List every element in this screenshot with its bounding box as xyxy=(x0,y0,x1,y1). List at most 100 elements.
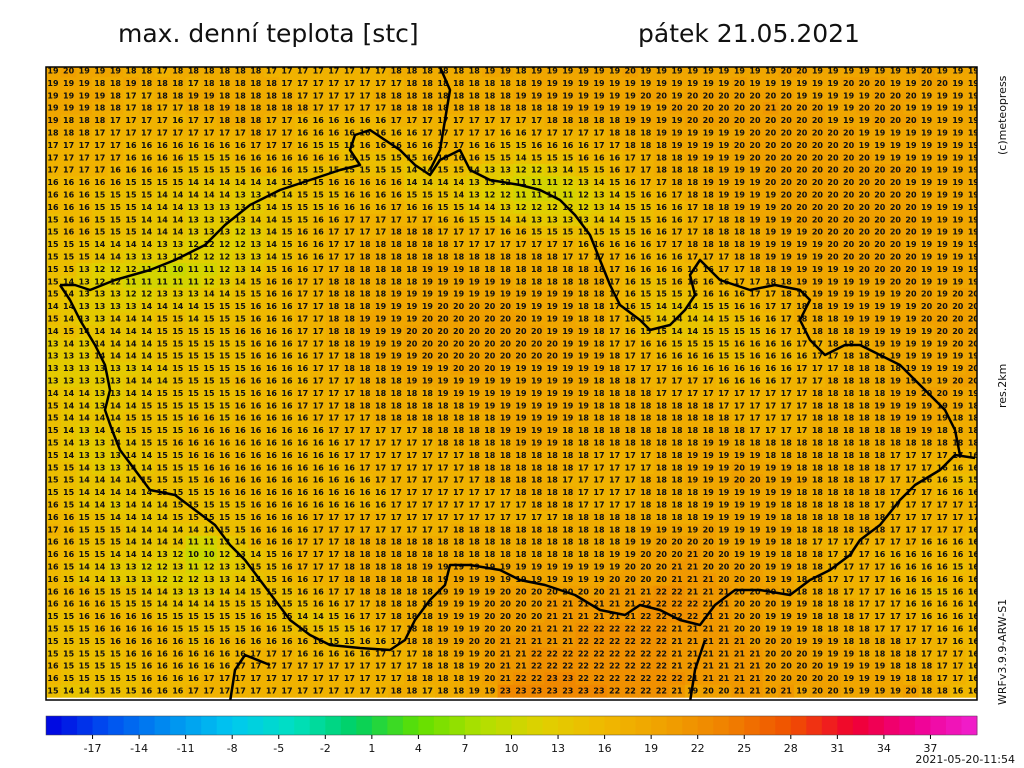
cell-value: 19 xyxy=(469,277,481,286)
cell-value: 17 xyxy=(94,141,105,150)
cell-value: 19 xyxy=(578,401,590,410)
cell-value: 19 xyxy=(500,401,512,410)
cell-value: 17 xyxy=(344,228,355,237)
cell-value: 19 xyxy=(562,104,574,113)
cell-value: 19 xyxy=(718,67,730,76)
cell-value: 19 xyxy=(609,91,621,100)
cell-value: 17 xyxy=(781,426,792,435)
cell-value: 18 xyxy=(359,240,371,249)
cell-value: 18 xyxy=(453,253,465,262)
cell-value: 18 xyxy=(671,426,683,435)
cell xyxy=(76,102,93,115)
cell-value: 16 xyxy=(437,215,449,224)
cell-value: 18 xyxy=(515,79,527,88)
cell-value: 16 xyxy=(235,401,247,410)
cell-value: 17 xyxy=(640,153,651,162)
cell-value: 16 xyxy=(266,401,278,410)
cell xyxy=(185,77,202,91)
cell-value: 14 xyxy=(609,203,621,212)
cell-value: 16 xyxy=(625,178,637,187)
cell-value: 15 xyxy=(469,215,481,224)
cell-value: 19 xyxy=(859,91,871,100)
cell-value: 20 xyxy=(765,141,777,150)
cell-value: 19 xyxy=(921,426,933,435)
cell-value: 18 xyxy=(874,451,886,460)
cell xyxy=(560,139,577,153)
cell-value: 18 xyxy=(437,426,449,435)
cell-value: 12 xyxy=(531,166,542,175)
cell-value: 15 xyxy=(203,401,215,410)
cell xyxy=(950,77,967,91)
cell-value: 14 xyxy=(63,315,75,324)
cell-value: 18 xyxy=(734,253,746,262)
cell-value: 17 xyxy=(328,414,339,423)
cell-value: 17 xyxy=(313,327,324,336)
cell-value: 16 xyxy=(531,141,543,150)
cell-value: 18 xyxy=(843,377,855,386)
cell-value: 20 xyxy=(890,166,902,175)
cell-value: 14 xyxy=(281,191,293,200)
cell-value: 18 xyxy=(562,277,574,286)
cell-value: 13 xyxy=(157,240,168,249)
cell xyxy=(638,102,655,115)
cell-value: 14 xyxy=(266,253,278,262)
cell-value: 18 xyxy=(843,451,855,460)
cell xyxy=(872,67,889,78)
cell xyxy=(341,114,358,128)
cell-value: 20 xyxy=(781,153,793,162)
cell-value: 17 xyxy=(656,364,667,373)
cell-value: 18 xyxy=(843,389,855,398)
cell-value: 15 xyxy=(687,339,699,348)
cell-value: 14 xyxy=(79,414,91,423)
cell-value: 16 xyxy=(219,439,231,448)
cell-value: 11 xyxy=(515,191,527,200)
cell-value: 20 xyxy=(905,215,917,224)
cell-value: 20 xyxy=(843,191,855,200)
cell-value: 20 xyxy=(484,352,496,361)
cell-value: 16 xyxy=(765,339,777,348)
cell-value: 14 xyxy=(125,339,137,348)
cell xyxy=(482,114,499,128)
cell-value: 15 xyxy=(313,141,325,150)
cell-value: 18 xyxy=(391,265,403,274)
cell-value: 15 xyxy=(188,377,200,386)
cell-value: 16 xyxy=(375,141,387,150)
cell-value: 18 xyxy=(422,389,434,398)
cell xyxy=(76,164,93,177)
cell-value: 19 xyxy=(125,79,137,88)
cell-value: 16 xyxy=(125,166,137,175)
cell xyxy=(497,102,514,115)
cell-value: 17 xyxy=(609,339,620,348)
cell-value: 19 xyxy=(484,67,496,76)
cell-value: 17 xyxy=(250,141,261,150)
cell-value: 16 xyxy=(94,178,106,187)
cell xyxy=(575,102,592,115)
cell xyxy=(903,126,920,140)
cell-value: 20 xyxy=(874,116,886,125)
cell-value: 20 xyxy=(859,240,871,249)
cell-value: 16 xyxy=(578,240,590,249)
cell xyxy=(544,114,561,128)
cell-value: 19 xyxy=(422,290,434,299)
cell-value: 19 xyxy=(952,364,964,373)
cell-value: 17 xyxy=(297,67,308,76)
cell xyxy=(185,114,202,128)
cell xyxy=(684,77,701,91)
cell-value: 19 xyxy=(781,265,793,274)
cell-value: 18 xyxy=(391,377,403,386)
cell-value: 20 xyxy=(515,339,527,348)
cell-value: 16 xyxy=(297,141,309,150)
cell-value: 17 xyxy=(328,67,339,76)
cell-value: 18 xyxy=(578,302,590,311)
cell-value: 14 xyxy=(266,203,278,212)
cell-value: 16 xyxy=(344,178,356,187)
cell-value: 16 xyxy=(765,315,777,324)
cell-value: 14 xyxy=(250,265,262,274)
cell-value: 20 xyxy=(812,116,824,125)
cell-value: 19 xyxy=(843,290,855,299)
cell-value: 20 xyxy=(937,79,949,88)
cell-value: 15 xyxy=(172,178,184,187)
cell xyxy=(794,114,811,128)
cell-value: 15 xyxy=(235,364,247,373)
cell-value: 18 xyxy=(157,91,169,100)
